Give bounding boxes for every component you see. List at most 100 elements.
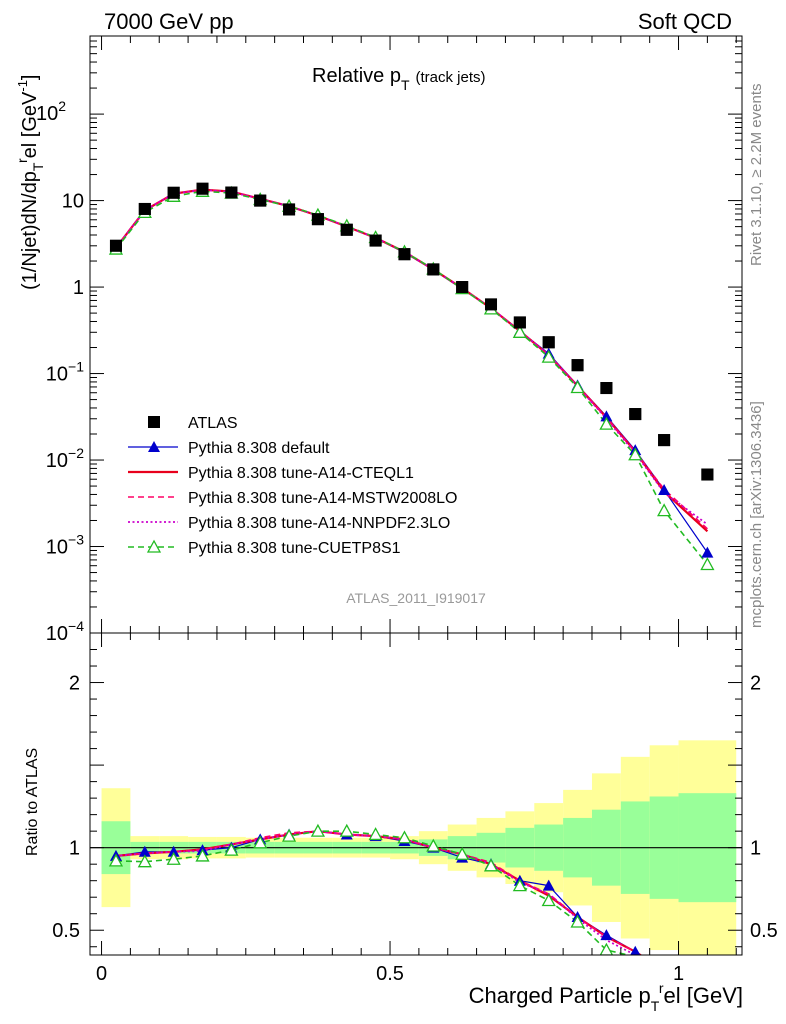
main-data-point	[512, 324, 527, 338]
main-y-tick-label-top: 102	[36, 98, 66, 125]
atlas-data-point	[109, 239, 122, 252]
ylabel-main: (1/Njet)dN/dp	[19, 171, 41, 290]
atlas-data-point	[167, 186, 180, 199]
atlas-data-point	[369, 234, 382, 247]
ratio-data-point	[253, 835, 268, 849]
ratio-data-point	[630, 945, 641, 955]
analysis-id: ATLAS_2011_I919017	[346, 590, 486, 606]
rivet-label: Rivet 3.1.10, ≥ 2.2M events	[748, 84, 765, 267]
ratio-data-point	[224, 842, 239, 856]
atlas-data-point	[311, 213, 324, 226]
ratio-y-tick-label-right: 1	[750, 838, 761, 860]
xlabel-sup: r	[659, 980, 664, 996]
legend-entry: ATLAS	[188, 415, 238, 432]
main-chart-title: Relative pT (track jets)	[312, 65, 486, 93]
atlas-data-point	[427, 263, 440, 276]
atlas-data-point	[283, 203, 296, 216]
y-tick-top-base: 10	[36, 103, 58, 125]
main-chart-title-extra: (track jets)	[416, 69, 486, 86]
header-left: 7000 GeV pp	[104, 9, 234, 34]
atlas-data-point	[701, 468, 714, 481]
ratio-y-tick-label: 2	[69, 673, 80, 695]
atlas-data-point	[542, 336, 555, 349]
atlas-data-point	[658, 434, 671, 447]
ratio-data-point	[195, 848, 210, 862]
main-y-tick-label: 10−3	[46, 532, 84, 559]
ylabel-close: ]	[19, 75, 41, 81]
ratio-series-layer	[108, 823, 643, 955]
main-y-tick-label: 10−4	[46, 618, 84, 645]
atlas-data-point	[456, 281, 469, 294]
main-data-point	[628, 447, 643, 461]
atlas-data-point	[571, 359, 584, 372]
ylabel-rest: el [GeV	[19, 91, 41, 158]
ratio-plot-frame	[89, 632, 743, 956]
ratio-data-point	[138, 845, 151, 857]
atlas-data-point	[225, 186, 238, 199]
atlas-data-point	[398, 248, 411, 261]
ratio-data-point	[339, 823, 354, 837]
main-y-tick-label: 10−1	[46, 359, 84, 386]
legend-entry: Pythia 8.308 tune-A14-CTEQL1	[188, 465, 414, 482]
ratio-data-point	[281, 828, 297, 842]
legend-entry: Pythia 8.308 default	[188, 440, 330, 457]
ratio-data-point	[137, 854, 152, 868]
ratio-axis-ticks: 0 0.5 1 0.5 0.5 1 1 2 2	[52, 633, 778, 985]
ratio-data-point	[310, 823, 326, 837]
legend-marker	[146, 539, 162, 553]
main-axis-ticks: 10 1 10−1 10−2 10−3 10−4	[46, 35, 742, 645]
main-data-point	[599, 416, 614, 430]
ratio-data-point	[166, 851, 181, 865]
ylabel-unit-sup: -1	[15, 80, 30, 92]
atlas-data-point	[254, 194, 267, 207]
legend-marker	[148, 416, 160, 428]
ratio-y-axis-label: Ratio to ATLAS	[24, 748, 41, 856]
y-tick-top-sup: 2	[58, 98, 66, 114]
legend-entry: Pythia 8.308 tune-A14-NNPDF2.3LO	[188, 515, 450, 532]
atlas-data-point	[196, 182, 209, 195]
ratio-data-point	[600, 929, 613, 941]
ratio-data-point	[455, 846, 470, 860]
ylabel-sub: T	[30, 162, 46, 171]
legend-entry: Pythia 8.308 tune-A14-MSTW2008LO	[188, 490, 457, 507]
ratio-data-point	[397, 830, 412, 844]
ratio-y-tick-label: 0.5	[52, 920, 80, 942]
atlas-data-point	[513, 316, 526, 329]
x-tick-label: 1	[673, 963, 684, 985]
x-tick-label: 0	[96, 963, 107, 985]
ratio-data-point	[542, 879, 555, 891]
atlas-data-point	[629, 408, 642, 421]
ratio-data-point	[108, 853, 124, 867]
main-y-tick-label: 10	[62, 191, 84, 213]
ratio-data-point	[512, 878, 527, 892]
main-y-axis-label: (1/Njet)dN/dpTrel [GeV-1]	[14, 75, 46, 290]
ratio-y-tick-label-right: 0.5	[750, 920, 778, 942]
ratio-data-point	[483, 858, 499, 872]
main-data-point	[657, 503, 672, 517]
mcplots-label: mcplots.cern.ch [arXiv:1306.3436]	[748, 401, 765, 628]
ratio-data-point	[599, 942, 614, 955]
atlas-data-point	[485, 298, 498, 311]
xlabel-main: Charged Particle p	[469, 983, 651, 1008]
ratio-y-tick-label: 1	[69, 838, 80, 860]
ratio-data-point	[541, 893, 556, 907]
x-tick-label: 0.5	[376, 963, 404, 985]
main-chart-title-main: Relative p	[312, 65, 401, 87]
main-series-line	[115, 190, 709, 566]
main-data-point	[570, 380, 585, 394]
main-y-tick-label: 10−2	[46, 445, 84, 472]
legend-marker	[148, 441, 160, 452]
main-y-tick-label: 1	[73, 277, 84, 299]
main-data-point	[658, 484, 671, 496]
x-axis-label: Charged Particle pTrel [GeV]	[469, 980, 743, 1014]
header-right: Soft QCD	[638, 9, 732, 34]
ratio-data-point	[570, 914, 585, 928]
ratio-data-point	[368, 827, 383, 841]
ratio-data-point	[167, 845, 180, 857]
legend: ATLAS Pythia 8.308 default Pythia 8.308 tu…	[128, 415, 457, 557]
atlas-data-point	[138, 202, 151, 215]
ylabel-sup: r	[14, 158, 30, 163]
ratio-panel: 0 0.5 1 0.5 0.5 1 1 2 2 Ratio to ATLAS Charged P…	[24, 632, 778, 1014]
main-chart-title-sub: T	[401, 77, 410, 93]
